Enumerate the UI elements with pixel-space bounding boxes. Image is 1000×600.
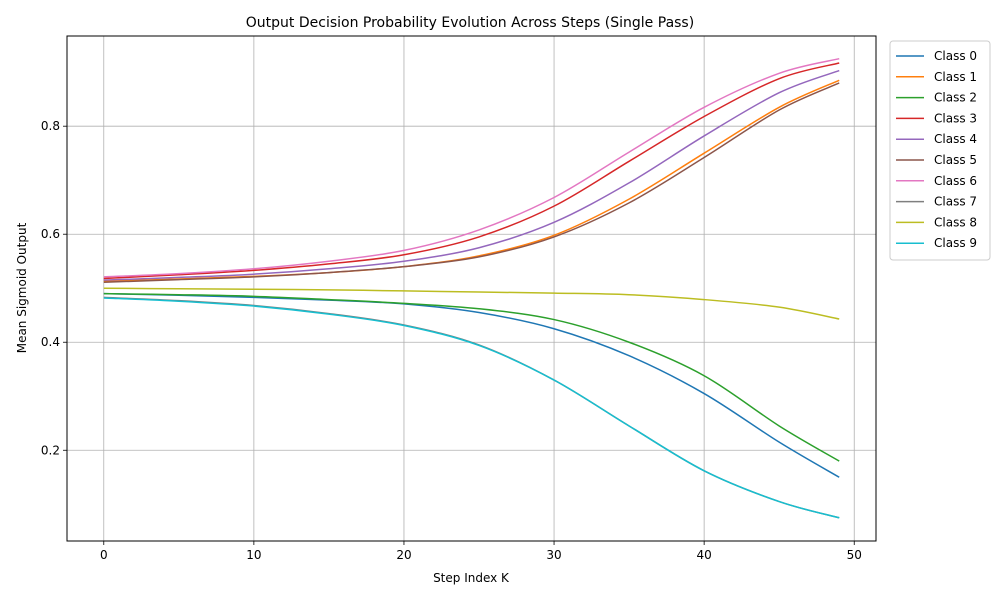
- series-line-class-8: [103, 287, 840, 320]
- legend-label-class-2: Class 2: [934, 91, 977, 105]
- axis-ticks: 0 10 20 30 40 50 0.2 0.4 0.6 0.8: [41, 119, 862, 562]
- series-line-class-4: [103, 69, 840, 281]
- plot-area-frame: [66, 35, 877, 542]
- legend-label-class-1: Class 1: [934, 70, 977, 84]
- legend-label-class-4: Class 4: [934, 132, 977, 146]
- series-line-class-3: [103, 62, 840, 280]
- x-tick-label: 10: [246, 548, 261, 562]
- x-tick-label: 40: [697, 548, 712, 562]
- series-lines: [103, 57, 840, 519]
- x-tick-label: 0: [100, 548, 108, 562]
- y-tick-label: 0.2: [41, 443, 60, 457]
- legend-label-class-5: Class 5: [934, 153, 977, 167]
- legend-label-class-8: Class 8: [934, 215, 977, 229]
- series-line-class-9: [103, 297, 840, 519]
- legend-label-class-3: Class 3: [934, 111, 977, 125]
- x-tick-label: 50: [847, 548, 862, 562]
- legend-label-class-9: Class 9: [934, 236, 977, 250]
- y-tick-label: 0.4: [41, 335, 60, 349]
- series-line-class-5: [103, 82, 840, 284]
- legend-label-class-0: Class 0: [934, 49, 977, 63]
- y-tick-label: 0.8: [41, 119, 60, 133]
- legend-label-class-6: Class 6: [934, 174, 977, 188]
- legend: Class 0 Class 1 Class 2 Class 3 Class 4 Class…: [889, 40, 991, 261]
- x-tick-label: 20: [396, 548, 411, 562]
- chart-title: Output Decision Probability Evolution Ac…: [246, 15, 694, 31]
- x-tick-label: 30: [546, 548, 561, 562]
- legend-label-class-7: Class 7: [934, 195, 977, 209]
- y-tick-label: 0.6: [41, 227, 60, 241]
- series-line-class-2: [103, 292, 840, 462]
- legend-frame: [889, 40, 991, 261]
- x-axis-label: Step Index K: [433, 571, 510, 585]
- series-line-class-0: [103, 292, 840, 478]
- series-line-class-6: [103, 57, 840, 278]
- grid: [67, 36, 876, 541]
- y-axis-label: Mean Sigmoid Output: [15, 222, 29, 353]
